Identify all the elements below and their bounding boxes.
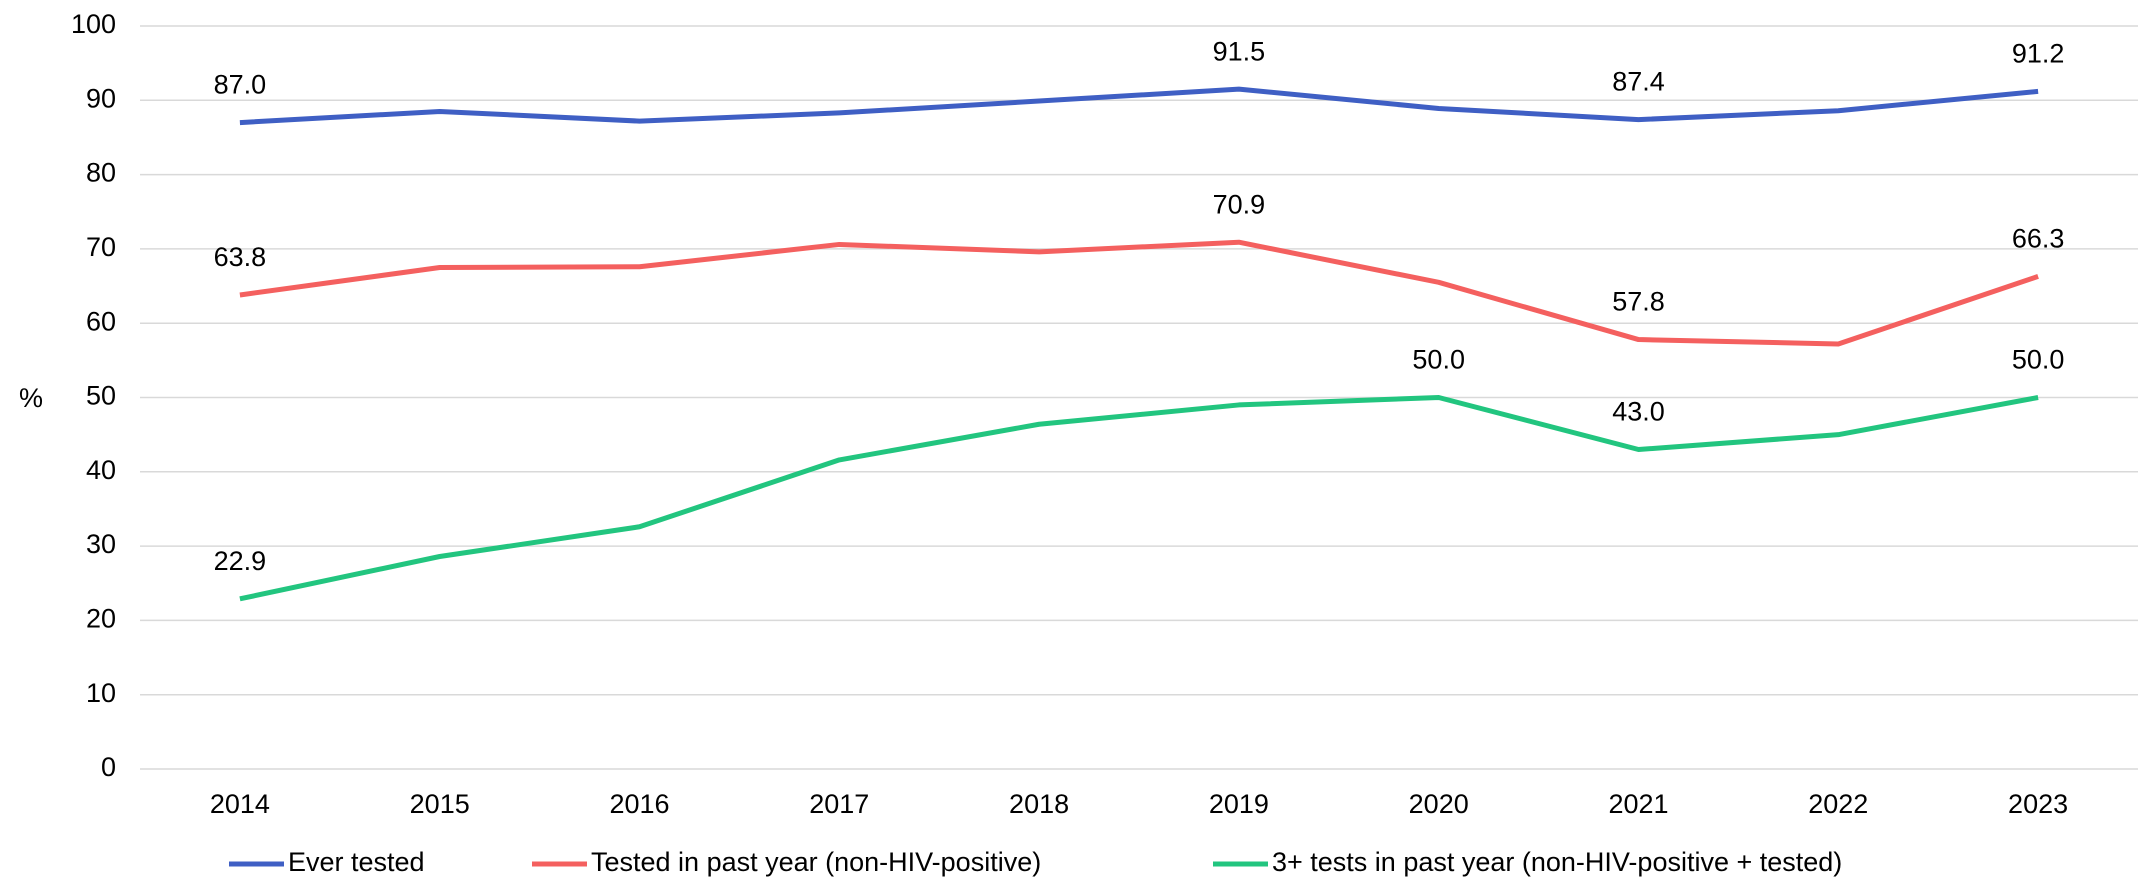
y-tick-label: 50 bbox=[86, 381, 116, 411]
data-label: 91.5 bbox=[1213, 36, 1266, 66]
x-tick-label: 2020 bbox=[1409, 789, 1469, 819]
data-label: 50.0 bbox=[2012, 345, 2065, 375]
data-label: 43.0 bbox=[1612, 397, 1665, 427]
x-tick-label: 2019 bbox=[1209, 789, 1269, 819]
x-tick-label: 2021 bbox=[1608, 789, 1668, 819]
data-label: 87.0 bbox=[214, 70, 267, 100]
data-label: 87.4 bbox=[1612, 67, 1665, 97]
x-tick-label: 2018 bbox=[1009, 789, 1069, 819]
y-tick-label: 90 bbox=[86, 83, 116, 113]
data-label: 91.2 bbox=[2012, 39, 2065, 69]
y-tick-label: 30 bbox=[86, 529, 116, 559]
legend-label: 3+ tests in past year (non-HIV-positive … bbox=[1272, 847, 1842, 877]
y-tick-label: 100 bbox=[71, 9, 116, 39]
y-tick-label: 0 bbox=[101, 752, 116, 782]
data-label: 66.3 bbox=[2012, 224, 2065, 254]
y-tick-label: 40 bbox=[86, 455, 116, 485]
series-line bbox=[239, 86, 2039, 126]
data-label: 63.8 bbox=[214, 242, 267, 272]
x-tick-label: 2015 bbox=[410, 789, 470, 819]
x-tick-label: 2014 bbox=[210, 789, 270, 819]
y-tick-label: 70 bbox=[86, 232, 116, 262]
data-label: 22.9 bbox=[214, 546, 267, 576]
data-label: 57.8 bbox=[1612, 287, 1665, 317]
x-tick-label: 2022 bbox=[1808, 789, 1868, 819]
y-tick-label: 20 bbox=[86, 604, 116, 634]
legend-label: Tested in past year (non-HIV-positive) bbox=[591, 847, 1041, 877]
y-tick-label: 10 bbox=[86, 678, 116, 708]
x-tick-label: 2016 bbox=[609, 789, 669, 819]
y-axis-label: % bbox=[19, 383, 43, 413]
series-line bbox=[239, 395, 2039, 602]
data-label: 70.9 bbox=[1213, 189, 1266, 219]
legend-label: Ever tested bbox=[288, 847, 425, 877]
data-label: 50.0 bbox=[1412, 345, 1465, 375]
y-tick-label: 80 bbox=[86, 158, 116, 188]
x-tick-label: 2017 bbox=[809, 789, 869, 819]
x-tick-label: 2023 bbox=[2008, 789, 2068, 819]
series-line bbox=[239, 239, 2039, 347]
y-tick-label: 60 bbox=[86, 306, 116, 336]
